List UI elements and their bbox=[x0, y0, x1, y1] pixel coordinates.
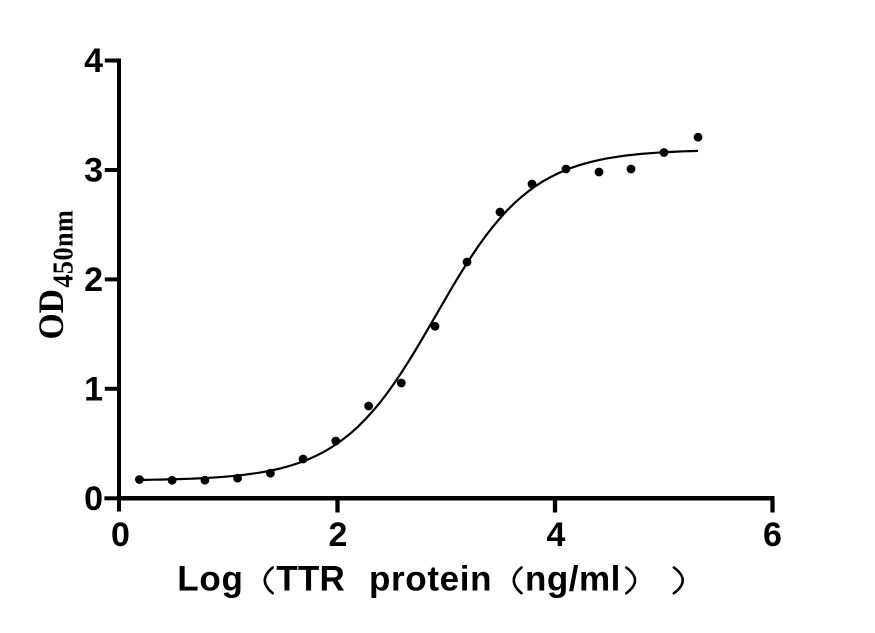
svg-text:0: 0 bbox=[111, 516, 130, 554]
svg-text:2: 2 bbox=[84, 261, 103, 299]
svg-text:4: 4 bbox=[84, 42, 103, 80]
svg-text:ng/ml: ng/ml bbox=[525, 560, 621, 599]
svg-text:6: 6 bbox=[763, 516, 782, 554]
svg-text:0: 0 bbox=[84, 480, 103, 518]
svg-text:protein: protein bbox=[369, 560, 492, 599]
svg-text:3: 3 bbox=[84, 152, 103, 190]
svg-text:2: 2 bbox=[329, 516, 348, 554]
svg-text:1: 1 bbox=[84, 370, 103, 408]
svg-text:Log: Log bbox=[177, 560, 244, 599]
svg-text:4: 4 bbox=[547, 516, 566, 554]
svg-text:TTR: TTR bbox=[276, 560, 345, 599]
